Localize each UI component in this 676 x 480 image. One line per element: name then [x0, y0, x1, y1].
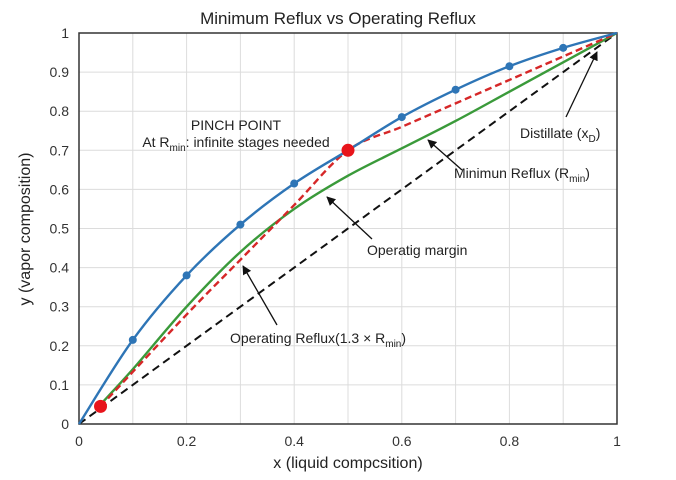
- x-axis-label: x (liquid compcsition): [273, 455, 422, 472]
- op-reflux-arrow: [242, 265, 278, 326]
- series-line-2: [99, 31, 618, 406]
- equilibrium-marker: [128, 335, 137, 344]
- min-reflux-label: Minimun Reflux (Rmin): [454, 165, 590, 185]
- min-reflux-arrow: [427, 139, 463, 171]
- plot-area-frame: [78, 32, 618, 425]
- x-tick-label: 0.4: [284, 433, 304, 449]
- y-tick-label: 1: [61, 25, 69, 41]
- series-line-0: [77, 31, 618, 425]
- pinch-point-subtitle: At Rmin: infinite stages needed: [142, 134, 329, 154]
- y-tick-label: 0: [61, 416, 69, 432]
- series-line-1: [99, 31, 618, 408]
- y-tick-label: 0.5: [50, 221, 70, 237]
- y-tick-label: 0.8: [50, 103, 70, 119]
- equilibrium-marker: [397, 113, 406, 122]
- x-tick-label: 0.6: [392, 433, 412, 449]
- margin-arrow: [326, 196, 373, 240]
- x-tick-label: 1: [613, 433, 621, 449]
- operating-reflux-label: Operating Reflux(1.3 × Rmin): [230, 330, 406, 350]
- annotations: PINCH POINT At Rmin: infinite stages nee…: [142, 117, 600, 350]
- y-tick-label: 0.3: [50, 299, 70, 315]
- y-tick-label: 0.1: [50, 377, 70, 393]
- distillate-label: Distillate (xD): [520, 125, 600, 145]
- y-tick-label: 0.2: [50, 338, 70, 354]
- y-tick-label: 0.9: [50, 64, 70, 80]
- y-tick-label: 0.7: [50, 142, 70, 158]
- series-group: [77, 31, 618, 425]
- equilibrium-marker: [182, 271, 191, 280]
- equilibrium-marker: [451, 85, 460, 94]
- bottoms-point-marker: [94, 399, 108, 413]
- x-tick-label: 0.2: [177, 433, 197, 449]
- x-tick-label: 0: [75, 433, 83, 449]
- y-tick-label: 0.6: [50, 181, 70, 197]
- chart-title: Minimum Reflux vs Operating Reflux: [200, 9, 476, 28]
- x-tick-label: 0.8: [500, 433, 520, 449]
- operating-margin-label: Operatig margin: [367, 242, 467, 258]
- equilibrium-marker: [236, 220, 245, 229]
- annotation-arrows: [242, 51, 598, 326]
- equilibrium-marker: [290, 179, 299, 188]
- x-axis-ticks: 0 0.2 0.4 0.6 0.8 1: [75, 433, 621, 449]
- y-axis-ticks: 0 0.1 0.2 0.3 0.4 0.5 0.6 0.7 0.8 0.9 1: [50, 25, 70, 432]
- y-axis-label: y (vapor composition): [17, 153, 34, 306]
- pinch-point-marker: [341, 143, 355, 157]
- equilibrium-marker: [505, 62, 514, 71]
- pinch-point-title: PINCH POINT: [191, 117, 282, 133]
- equilibrium-marker: [559, 43, 568, 52]
- distillate-arrow: [565, 51, 598, 118]
- y-tick-label: 0.4: [50, 260, 70, 276]
- highlight-points: [94, 143, 355, 413]
- series-line-3: [78, 32, 618, 425]
